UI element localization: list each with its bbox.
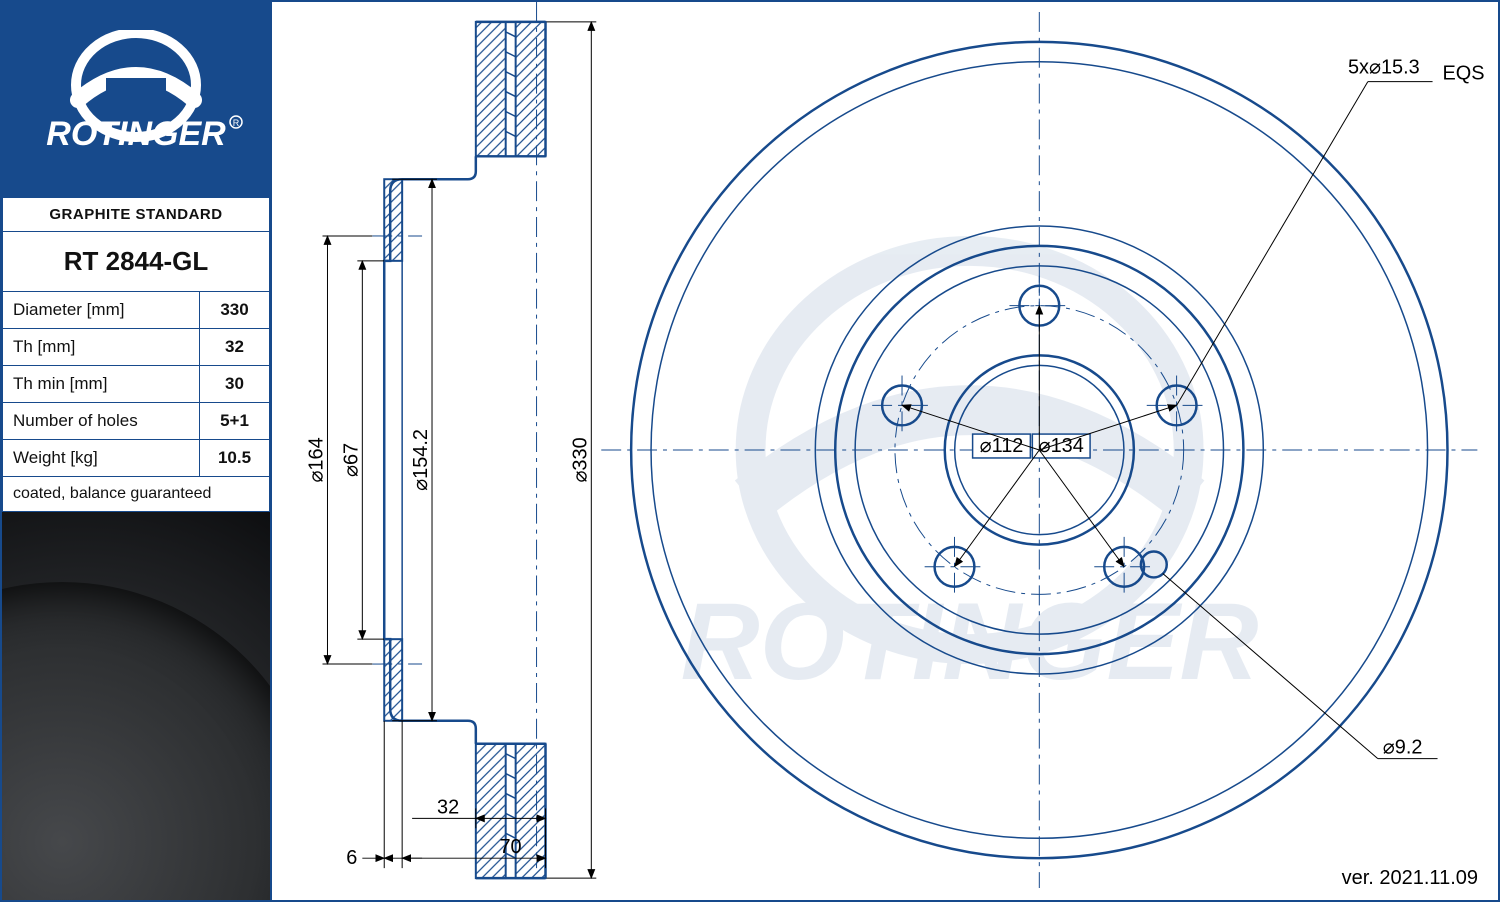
svg-text:32: 32	[437, 796, 459, 818]
svg-text:EQS: EQS	[1443, 63, 1485, 85]
spec-value: 32	[200, 329, 270, 366]
svg-text:R: R	[233, 118, 240, 128]
svg-text:⌀134: ⌀134	[1039, 435, 1084, 457]
spec-value: 10.5	[200, 440, 270, 477]
spec-label: Diameter [mm]	[3, 292, 200, 329]
spec-label: Th min [mm]	[3, 366, 200, 403]
spec-table: GRAPHITE STANDARD RT 2844-GL Diameter [m…	[2, 197, 270, 512]
technical-drawing: ROTINGER	[272, 2, 1498, 900]
logo-panel: ROTINGER R	[2, 2, 270, 197]
rotinger-logo: ROTINGER R	[16, 30, 256, 170]
page-container: ROTINGER R GRAPHITE STANDARD RT 2844-GL …	[0, 0, 1500, 902]
note: coated, balance guaranteed	[3, 477, 270, 512]
svg-text:ROTINGER: ROTINGER	[46, 115, 226, 153]
spec-value: 330	[200, 292, 270, 329]
spec-label: Weight [kg]	[3, 440, 200, 477]
svg-text:⌀9.2: ⌀9.2	[1383, 737, 1423, 759]
standard-label: GRAPHITE STANDARD	[3, 198, 270, 232]
svg-text:6: 6	[346, 847, 357, 869]
spec-label: Number of holes	[3, 403, 200, 440]
svg-text:⌀154.2: ⌀154.2	[410, 429, 432, 491]
watermark: ROTINGER	[681, 251, 1259, 703]
spec-label: Th [mm]	[3, 329, 200, 366]
svg-text:⌀112: ⌀112	[980, 435, 1024, 457]
side-view: ⌀330 ⌀154.2 ⌀67 ⌀164	[306, 2, 597, 878]
svg-text:⌀164: ⌀164	[306, 437, 328, 482]
version-label: ver. 2021.11.09	[1342, 867, 1478, 890]
svg-text:70: 70	[499, 836, 521, 858]
spec-value: 5+1	[200, 403, 270, 440]
svg-text:5x⌀15.3: 5x⌀15.3	[1348, 57, 1420, 79]
part-number: RT 2844-GL	[3, 232, 270, 292]
spec-value: 30	[200, 366, 270, 403]
product-photo	[2, 512, 270, 900]
svg-text:⌀330: ⌀330	[569, 437, 591, 482]
svg-text:⌀67: ⌀67	[340, 443, 362, 477]
front-view: ⌀112 ⌀134 5x⌀15.3 EQS	[601, 12, 1484, 888]
sidebar: ROTINGER R GRAPHITE STANDARD RT 2844-GL …	[2, 2, 272, 900]
